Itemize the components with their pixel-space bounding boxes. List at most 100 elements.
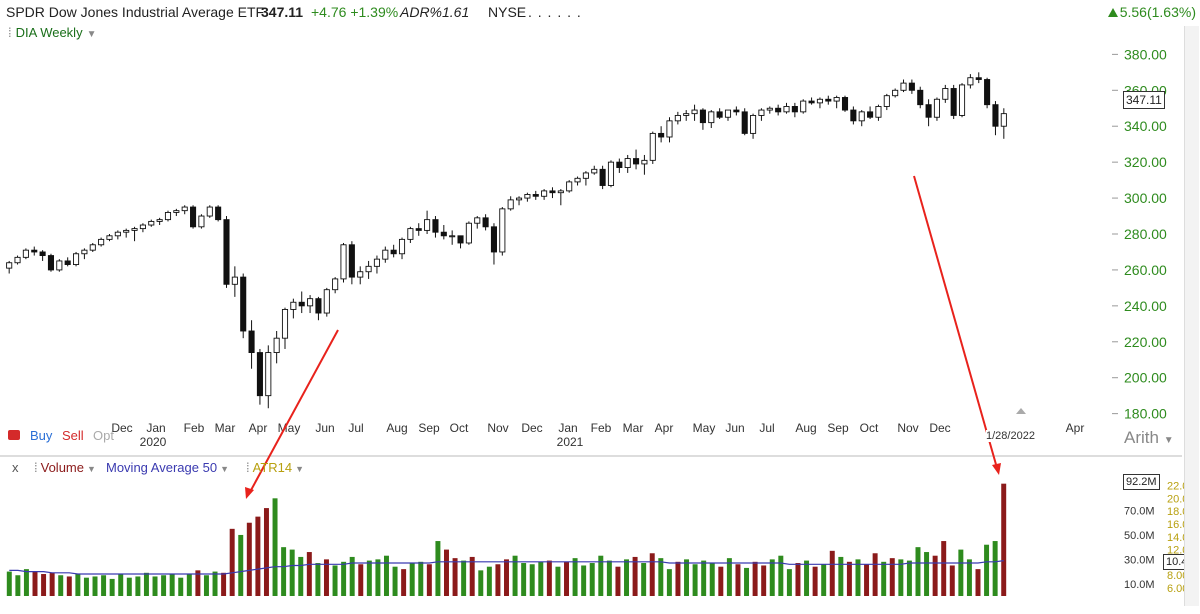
volume-bar xyxy=(898,559,904,596)
candle-body xyxy=(47,255,55,271)
side-toolbar[interactable] xyxy=(1184,26,1199,606)
ma-legend[interactable]: Moving Average 50 ▼ xyxy=(106,460,229,475)
candle-body xyxy=(114,231,121,237)
volume-bar xyxy=(984,544,990,596)
month-label: Feb xyxy=(591,421,612,435)
candle-body xyxy=(524,194,531,199)
volume-bar xyxy=(889,558,895,596)
candle-body xyxy=(658,132,665,138)
candle-body xyxy=(164,211,172,221)
candle-body xyxy=(808,100,815,104)
more-info-dots[interactable]: . . . . . . xyxy=(528,4,582,20)
month-label: Apr xyxy=(655,421,674,435)
candle-body xyxy=(683,113,690,116)
candle-body xyxy=(465,222,472,244)
volume-bar xyxy=(101,575,107,596)
candle-body xyxy=(666,120,673,138)
volume-bar xyxy=(341,561,347,596)
volume-bar xyxy=(255,516,261,596)
month-label: Feb xyxy=(184,421,205,435)
volume-legend[interactable]: ⁞ Volume ▼ xyxy=(34,460,96,475)
candle-body xyxy=(833,97,840,102)
buy-button[interactable]: Buy xyxy=(30,428,53,443)
series-label: DIA Weekly xyxy=(15,25,83,40)
up-arrow-icon xyxy=(1107,8,1118,17)
volume-bar xyxy=(975,569,981,596)
month-label: Aug xyxy=(795,421,816,435)
volume-bar xyxy=(23,569,29,596)
volume-bar xyxy=(795,563,801,596)
close-panel-button[interactable]: x xyxy=(12,460,19,475)
candle-body xyxy=(6,262,13,269)
candle-body xyxy=(215,206,222,221)
candle-body xyxy=(850,109,857,122)
volume-bar xyxy=(598,555,604,596)
candle-body xyxy=(750,114,757,134)
scroll-up-icon[interactable] xyxy=(1016,408,1026,414)
volume-bar xyxy=(83,577,89,596)
grip-icon: ⁞ xyxy=(34,460,38,475)
volume-bar xyxy=(649,553,655,596)
opt-button[interactable]: Opt xyxy=(93,428,114,443)
ticker-price: 347.11 xyxy=(261,4,304,20)
volume-bar xyxy=(332,565,338,596)
month-label: Jan xyxy=(558,421,577,435)
volume-bar xyxy=(778,555,784,596)
volume-bar xyxy=(709,563,715,596)
volume-bar xyxy=(718,566,724,596)
volume-bar xyxy=(358,564,364,596)
annotation-arrow-right xyxy=(913,175,998,469)
scale-mode-label: Arith xyxy=(1124,428,1159,447)
price-tag: 347.11 xyxy=(1123,91,1165,109)
volume-bar xyxy=(195,570,201,596)
candle-body xyxy=(883,95,890,107)
chevron-down-icon: ▼ xyxy=(86,29,97,40)
volume-bar xyxy=(135,576,141,596)
volume-bar xyxy=(461,560,467,596)
candle-body xyxy=(900,82,907,91)
candle-body xyxy=(407,228,414,240)
volume-bar xyxy=(495,564,501,596)
scale-mode-selector[interactable]: Arith ▼ xyxy=(1124,428,1174,448)
candle-body xyxy=(733,109,740,113)
price-tick-label: 240.00 xyxy=(1124,298,1167,314)
candle-body xyxy=(699,109,706,124)
volume-bar xyxy=(306,552,312,596)
volume-bar xyxy=(546,560,552,596)
candle-body xyxy=(1000,113,1007,127)
candle-body xyxy=(992,104,999,127)
volume-bar xyxy=(15,575,21,596)
candle-body xyxy=(607,161,615,186)
candle-body xyxy=(181,206,188,212)
sell-button[interactable]: Sell xyxy=(62,428,84,443)
candle-body xyxy=(490,226,498,253)
month-label: Dec xyxy=(929,421,950,435)
series-selector[interactable]: ⁞ DIA Weekly ▼ xyxy=(8,25,96,40)
candle-body xyxy=(875,106,882,118)
volume-bar xyxy=(615,566,621,596)
candle-body xyxy=(532,194,539,197)
month-label: Nov xyxy=(487,421,508,435)
settings-icon[interactable] xyxy=(8,430,20,440)
candle-body xyxy=(231,276,238,285)
price-tick-label: 340.00 xyxy=(1124,118,1167,134)
volume-bar xyxy=(289,549,295,596)
candle-body xyxy=(98,238,105,246)
candle-body xyxy=(892,89,899,97)
arrowhead-right xyxy=(992,463,1001,475)
atr-legend[interactable]: ⁞ ATR14 ▼ xyxy=(246,460,304,475)
volume-bar xyxy=(769,559,775,596)
volume-bar xyxy=(812,566,818,596)
volume-bar xyxy=(804,560,810,596)
candle-body xyxy=(123,229,130,233)
candle-body xyxy=(933,98,940,118)
volume-bar xyxy=(735,564,741,596)
candle-body xyxy=(390,249,397,255)
candle-body xyxy=(474,217,481,224)
candle-body xyxy=(340,244,347,280)
candle-body xyxy=(549,190,556,194)
volume-bar xyxy=(684,559,690,596)
volume-bar xyxy=(58,575,64,596)
volume-bar xyxy=(906,560,912,596)
